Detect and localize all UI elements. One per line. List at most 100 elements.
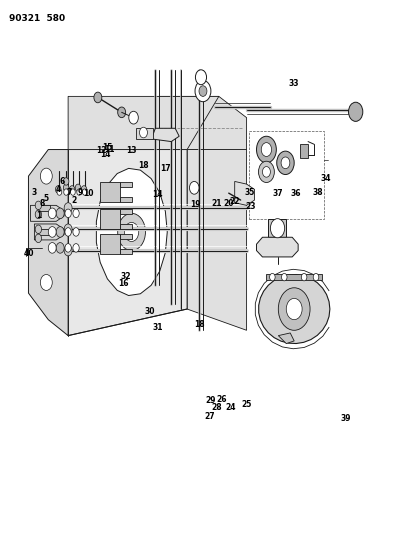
Polygon shape — [136, 128, 153, 139]
Circle shape — [63, 184, 69, 191]
Circle shape — [256, 136, 276, 163]
Text: 34: 34 — [321, 174, 331, 183]
Text: 13: 13 — [126, 146, 137, 155]
Polygon shape — [38, 205, 50, 211]
Bar — [249, 131, 324, 219]
Text: 12: 12 — [97, 146, 107, 155]
Polygon shape — [68, 150, 187, 336]
Circle shape — [82, 189, 87, 195]
Text: 33: 33 — [289, 78, 299, 87]
Circle shape — [73, 209, 79, 217]
Circle shape — [286, 298, 302, 320]
Circle shape — [270, 219, 285, 238]
Circle shape — [57, 189, 62, 195]
Polygon shape — [96, 168, 167, 295]
Polygon shape — [120, 233, 132, 239]
Text: 32: 32 — [120, 272, 131, 280]
Circle shape — [65, 228, 71, 236]
Circle shape — [94, 92, 102, 103]
Text: 19: 19 — [190, 200, 200, 209]
Text: 4: 4 — [56, 185, 61, 194]
Text: 27: 27 — [205, 412, 215, 421]
Text: 35: 35 — [245, 188, 255, 197]
Circle shape — [65, 209, 71, 217]
Circle shape — [301, 273, 307, 281]
Polygon shape — [38, 229, 50, 235]
Polygon shape — [100, 182, 120, 202]
Text: 40: 40 — [23, 249, 34, 258]
Polygon shape — [68, 96, 219, 150]
Circle shape — [40, 168, 52, 184]
Text: 22: 22 — [229, 197, 240, 206]
Circle shape — [64, 189, 68, 195]
Circle shape — [64, 224, 72, 235]
Circle shape — [56, 208, 64, 219]
Circle shape — [277, 151, 294, 174]
Circle shape — [35, 225, 41, 233]
Circle shape — [129, 111, 139, 124]
Text: 31: 31 — [152, 323, 163, 332]
Polygon shape — [120, 249, 132, 254]
Text: 24: 24 — [226, 403, 236, 412]
Circle shape — [35, 234, 41, 243]
Circle shape — [75, 184, 81, 191]
Circle shape — [73, 244, 79, 252]
Circle shape — [313, 273, 319, 281]
Polygon shape — [187, 150, 247, 330]
Circle shape — [40, 274, 52, 290]
Circle shape — [56, 227, 64, 237]
Circle shape — [140, 127, 147, 138]
Circle shape — [281, 157, 290, 168]
Circle shape — [65, 244, 71, 252]
Text: 29: 29 — [206, 396, 216, 405]
Circle shape — [81, 185, 87, 193]
Polygon shape — [29, 150, 68, 336]
Text: 10: 10 — [83, 189, 93, 198]
Text: 23: 23 — [245, 203, 256, 212]
Text: 15: 15 — [103, 143, 113, 152]
Text: 17: 17 — [160, 164, 171, 173]
Circle shape — [262, 166, 270, 177]
Text: 8: 8 — [40, 199, 45, 208]
Circle shape — [195, 70, 207, 85]
Circle shape — [195, 80, 211, 102]
Circle shape — [269, 273, 275, 281]
Polygon shape — [120, 208, 132, 214]
Text: 1: 1 — [36, 212, 41, 221]
Circle shape — [35, 201, 41, 209]
Text: 11: 11 — [105, 145, 115, 154]
Circle shape — [258, 161, 274, 182]
Circle shape — [261, 143, 271, 157]
Circle shape — [349, 102, 363, 122]
Text: 26: 26 — [216, 395, 226, 404]
Circle shape — [118, 107, 126, 118]
Polygon shape — [100, 233, 120, 254]
Text: 28: 28 — [211, 403, 222, 412]
Circle shape — [70, 189, 75, 195]
Circle shape — [118, 213, 145, 251]
Text: 18: 18 — [194, 320, 204, 329]
Text: 25: 25 — [242, 400, 252, 409]
Polygon shape — [235, 181, 255, 205]
Text: 39: 39 — [341, 414, 351, 423]
Circle shape — [56, 243, 64, 253]
Text: 20: 20 — [224, 199, 234, 208]
Circle shape — [64, 245, 72, 256]
Circle shape — [35, 210, 41, 219]
Text: 14: 14 — [101, 150, 111, 159]
Text: 5: 5 — [44, 194, 49, 203]
Polygon shape — [100, 208, 120, 229]
Circle shape — [69, 185, 75, 193]
Bar — [300, 144, 308, 158]
Text: 9: 9 — [77, 188, 83, 197]
Circle shape — [278, 288, 310, 330]
Text: 38: 38 — [313, 188, 323, 197]
Circle shape — [63, 177, 69, 185]
Text: 7: 7 — [66, 188, 72, 197]
Polygon shape — [34, 224, 64, 240]
Polygon shape — [120, 224, 132, 229]
Polygon shape — [256, 237, 298, 257]
Polygon shape — [120, 197, 132, 202]
Circle shape — [48, 243, 56, 253]
Text: 90321  580: 90321 580 — [9, 14, 65, 23]
